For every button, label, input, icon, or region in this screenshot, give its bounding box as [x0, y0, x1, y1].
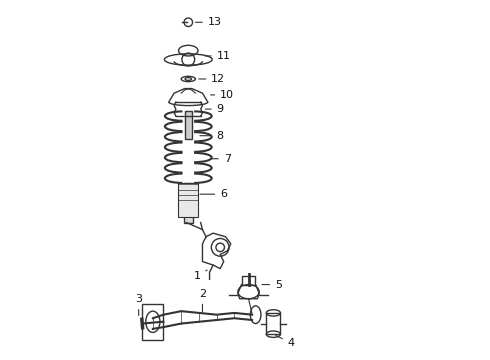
Text: 12: 12 [199, 74, 225, 84]
Text: 7: 7 [211, 154, 231, 164]
Text: 10: 10 [211, 90, 234, 100]
Text: 11: 11 [205, 51, 231, 61]
Bar [266, 313, 280, 334]
Text: 6: 6 [200, 189, 227, 199]
Bar [185, 111, 192, 139]
Text: 13: 13 [196, 17, 222, 27]
Text: 5: 5 [262, 280, 282, 289]
Text: 9: 9 [205, 104, 224, 114]
Bar [242, 276, 255, 284]
Text: 1: 1 [194, 270, 207, 281]
Bar [178, 184, 198, 217]
Text: 2: 2 [199, 289, 206, 312]
Bar [184, 184, 193, 222]
Text: 3: 3 [135, 294, 142, 315]
Bar [142, 304, 164, 339]
Text: 8: 8 [200, 131, 224, 141]
Text: 4: 4 [276, 336, 294, 348]
